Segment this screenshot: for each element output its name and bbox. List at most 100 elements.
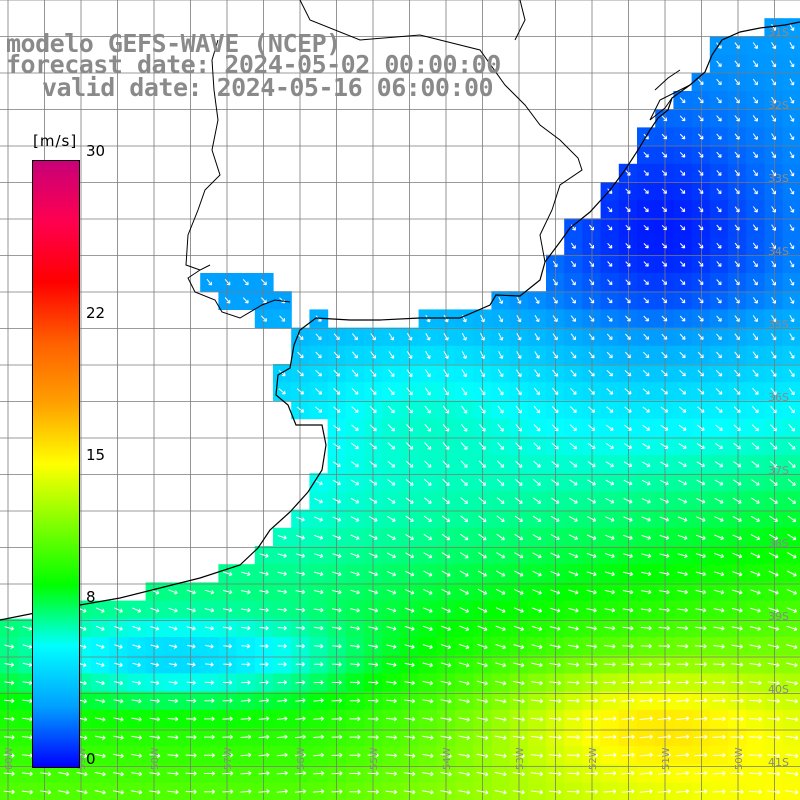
wind-arrow [406,333,413,341]
wind-arrow [788,387,795,396]
wind-arrow [423,533,433,541]
wind-arrow [643,188,649,194]
wind-arrow [149,753,161,758]
wind-arrow [698,115,704,122]
wind-arrow [751,497,760,504]
wind-arrow [569,461,578,468]
wind-arrow [695,589,707,595]
wind-arrow [749,698,762,704]
wind-arrow [771,60,777,68]
wind-arrow [549,626,561,631]
wind-arrow [661,297,668,304]
wind-arrow [607,224,613,231]
wind-arrow [460,497,469,504]
wind-arrow [750,607,761,613]
wind-arrow [349,716,361,722]
wind-arrow [132,680,142,686]
wind-arrow [713,608,725,613]
wind-arrow [95,662,105,668]
wind-arrow [423,570,433,577]
wind-arrow [786,570,797,577]
wind-arrow [404,717,416,722]
wind-arrow [623,534,633,540]
wind-vectors [3,23,799,795]
wind-arrow [531,625,543,631]
wind-arrow [676,752,690,758]
wind-arrow [751,479,760,486]
wind-arrow [423,515,432,522]
wind-arrow [204,626,214,631]
wind-arrow [441,552,451,559]
wind-arrow [479,405,486,414]
wind-arrow [512,771,525,777]
wind-arrow [476,753,489,759]
wind-arrow [714,516,724,522]
wind-arrow [621,716,635,721]
wind-arrow [730,698,744,704]
wind-arrow [367,716,379,722]
wind-arrow [423,552,433,559]
wind-arrow [659,607,670,613]
wind-arrow [567,716,580,722]
wind-arrow [696,479,706,486]
wind-arrow [661,243,667,249]
wind-arrow [715,406,723,413]
wind-arrow [621,789,635,794]
wind-arrow [607,242,613,249]
wind-arrow [734,188,740,195]
grid-labels: 31S 32S 33S 34S 35S 36S 37S 38S 39S 40S 41S 60W 59W 5… [4,26,789,770]
valid-date: valid date: 2024-05-16 06:00:00 [42,73,494,102]
wind-arrow [712,716,726,722]
wind-arrow [698,224,704,231]
wind-arrow [406,351,413,359]
wind-arrow [785,680,798,686]
wind-arrow [369,461,378,468]
wind-arrow [534,315,540,323]
wind-arrow [712,789,726,794]
wind-arrow [388,351,395,359]
wind-arrow [771,315,777,323]
wind-arrow [603,680,616,685]
wind-arrow [712,680,726,685]
wind-arrow [676,770,690,776]
wind-arrow [767,644,780,650]
wind-arrow [386,589,397,595]
wind-arrow [512,717,525,722]
wind-arrow [697,351,704,359]
wind-arrow [515,387,522,396]
wind-arrow [789,260,795,268]
wind-arrow [477,570,487,577]
wind-arrow [350,534,360,540]
wind-arrow [222,771,234,776]
wind-arrow [678,443,687,449]
wind-arrow [332,442,341,449]
wind-arrow [95,680,105,686]
wind-arrow [297,351,304,359]
wind-arrow [313,571,324,577]
wind-arrow [696,461,706,468]
wind-arrow [114,625,123,631]
wind-arrow [749,680,762,686]
wind-arrow [641,498,651,504]
wind-arrow [679,188,686,194]
wind-arrow [789,78,795,86]
wind-arrow [642,370,650,377]
wind-arrow [588,297,595,304]
wind-arrow [204,752,215,758]
wind-arrow [331,607,342,613]
wind-arrow [350,479,360,486]
wind-arrow [607,261,613,267]
wind-arrow [731,644,743,649]
wind-arrow [350,626,360,631]
wind-arrow [567,644,579,649]
wind-arrow [532,552,542,559]
wind-arrow [767,789,781,795]
wind-arrow [550,570,561,577]
wind-arrow [789,224,795,231]
wind-arrow [588,388,595,395]
wind-arrow [368,662,379,667]
wind-arrow [498,296,504,304]
wind-arrow [785,662,798,668]
wind-arrow [661,151,668,158]
wind-arrow [643,170,649,176]
